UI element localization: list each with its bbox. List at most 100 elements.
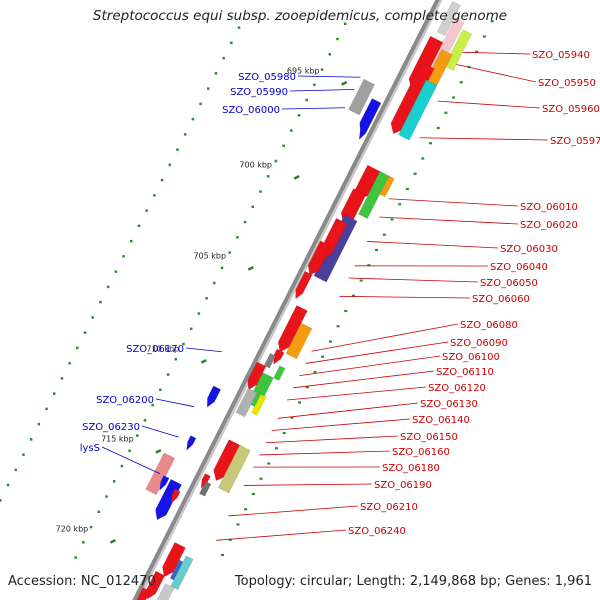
minor-tick-dash <box>298 401 302 404</box>
gene-block <box>358 171 390 219</box>
minor-tick-dot <box>112 480 116 483</box>
minor-tick-dash <box>274 447 278 450</box>
minor-tick-dot <box>114 270 118 273</box>
gene-block <box>436 0 461 37</box>
minor-tick-dot <box>60 377 64 380</box>
leader-line <box>155 398 195 408</box>
gene-label-forward: SZO_06150 <box>400 432 458 443</box>
gene-label-forward: SZO_06030 <box>500 244 558 255</box>
minor-tick-dot <box>328 53 332 56</box>
accession-label: Accession: NC_012470 <box>8 574 156 589</box>
gene-block <box>307 240 332 276</box>
genome-title: Streptococcus equi subsp. zooepidemicus,… <box>92 8 508 24</box>
gene-block <box>348 78 376 116</box>
gene-block <box>235 387 258 418</box>
leader-line <box>265 435 399 444</box>
gene-block <box>273 348 285 365</box>
minor-tick-dash <box>328 340 332 343</box>
gene-label-forward: SZO_05970 <box>550 136 600 147</box>
gene-block <box>273 365 286 381</box>
leader-line <box>259 450 391 456</box>
minor-tick-dash <box>459 81 463 84</box>
minor-tick-dot <box>313 83 316 87</box>
gene-label-reverse: SZO_05980 <box>238 72 296 83</box>
minor-tick-dash <box>444 111 448 114</box>
minor-tick-dot <box>220 266 224 270</box>
leader-line <box>101 446 161 475</box>
leader-line <box>305 341 449 364</box>
minor-tick-dot <box>136 434 139 437</box>
leader-line <box>311 323 459 352</box>
leader-line <box>286 386 427 401</box>
minor-tick-dot <box>151 403 154 407</box>
minor-tick-dot <box>230 41 233 45</box>
minor-tick-dot <box>53 392 56 395</box>
tick-label: 720 kbp <box>56 524 89 533</box>
minor-tick-dash <box>251 492 255 496</box>
minor-tick-dot <box>122 255 125 258</box>
minor-tick-dot <box>174 358 178 361</box>
minor-tick-dash <box>290 416 294 419</box>
gene-block <box>162 542 186 578</box>
leader-line <box>185 347 222 353</box>
minor-tick-dot <box>251 205 255 209</box>
minor-tick-dot <box>197 312 201 315</box>
minor-tick-dash <box>336 325 340 328</box>
gene-block <box>398 79 438 141</box>
minor-tick-dot <box>168 163 172 167</box>
minor-tick-dash <box>344 309 348 313</box>
minor-tick-dash <box>405 187 409 191</box>
leader-line <box>388 198 519 207</box>
gene-label-reverse: SZO_06230 <box>82 422 140 433</box>
gene-block <box>206 385 222 408</box>
minor-tick-dash <box>236 523 240 526</box>
minor-tick-dot <box>45 407 48 411</box>
gene-label-reverse: SZO_06200 <box>96 395 154 406</box>
minor-tick-dot <box>320 68 324 71</box>
minor-tick-dot <box>266 175 270 178</box>
major-tick <box>155 449 162 454</box>
minor-tick-dot <box>343 22 347 26</box>
gene-block <box>136 587 151 600</box>
leader-line <box>293 370 435 389</box>
minor-tick-dot <box>82 541 85 544</box>
minor-tick-dot <box>207 87 210 90</box>
minor-tick-dot <box>143 419 147 422</box>
gene-block <box>379 175 395 198</box>
major-tick <box>341 81 348 86</box>
gene-label-forward: SZO_05950 <box>538 78 596 89</box>
leader-line <box>462 51 531 55</box>
gene-label-forward: SZO_06190 <box>374 480 432 491</box>
leader-line <box>379 216 519 225</box>
genome-summary: Topology: circular; Length: 2,149,868 bp… <box>234 574 592 589</box>
minor-tick-dot <box>153 194 156 197</box>
minor-tick-dot <box>83 331 87 334</box>
backbone-line <box>132 0 440 600</box>
gene-label-forward: SZO_06140 <box>412 415 470 426</box>
minor-tick-dot <box>259 190 262 193</box>
minor-tick-dot <box>297 114 301 117</box>
gene-label-forward: SZO_06090 <box>450 338 508 349</box>
gene-block <box>251 394 267 416</box>
gene-block <box>145 452 176 496</box>
minor-tick-dash <box>359 279 363 282</box>
minor-tick-dash <box>228 538 232 541</box>
leader-line <box>339 295 471 299</box>
gene-block <box>263 352 276 369</box>
minor-tick-dash <box>305 386 309 389</box>
gene-features <box>136 0 473 600</box>
minor-tick-dot <box>189 327 193 331</box>
gene-block <box>285 322 313 360</box>
minor-tick-dash <box>436 126 440 130</box>
backbone <box>132 0 443 600</box>
minor-tick-dash <box>267 462 271 465</box>
gene-label-forward: SZO_06110 <box>436 367 494 378</box>
leader-line <box>437 100 541 109</box>
minor-tick-dash <box>428 142 432 145</box>
gene-block <box>170 555 194 591</box>
leader-line <box>419 137 549 141</box>
minor-tick-dot <box>213 281 216 285</box>
gene-label-forward: SZO_05960 <box>542 104 600 115</box>
